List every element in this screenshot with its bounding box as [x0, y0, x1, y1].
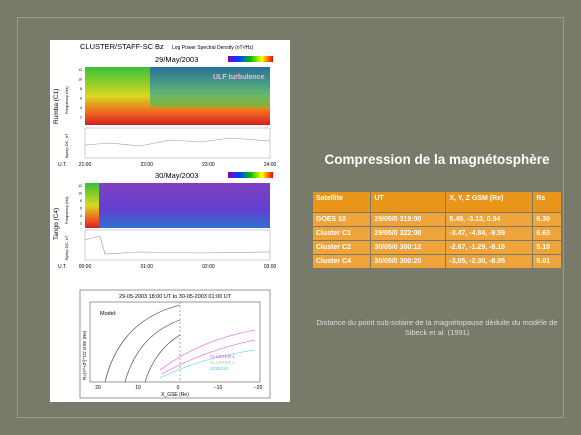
- caption: Distance du point sub-solaire de la magn…: [316, 318, 558, 337]
- x-label: X_GSE (Re): [161, 392, 189, 398]
- table-cell: GOES 10: [311, 212, 372, 227]
- panel2-satellite: Tango (C4): [53, 208, 60, 240]
- fig-header: CLUSTER/STAFF-SC: [80, 42, 154, 51]
- freq-tick-label: 8: [80, 87, 82, 91]
- colorbar: [228, 56, 273, 62]
- table-row: GOES 10 29/05/0 319:00 5.49, -3.13, 0.94 6.…: [311, 212, 562, 227]
- header-cell: X, Y, Z GSM (Re): [445, 191, 534, 213]
- header-cell: Satellite: [311, 191, 372, 213]
- header-cell: Rs: [532, 191, 562, 213]
- time-tick-label: 00:00: [79, 264, 92, 270]
- time-tick-label: 03:00: [264, 264, 277, 270]
- time-tick-label: 21:00: [79, 162, 92, 168]
- header-cell: UT: [370, 191, 447, 213]
- orbit-y-label: R=(Y²+Z²)^1/2 GSE (Re): [82, 330, 87, 380]
- table-cell: Cluster C2: [311, 240, 372, 255]
- table-cell: 6.63: [532, 226, 562, 241]
- ut-label: U.T.: [58, 264, 67, 270]
- freq-tick-label: 6: [80, 97, 82, 101]
- table-cell: 30/05/0 300:12: [370, 240, 447, 255]
- freq-tick-label: 4: [80, 214, 82, 218]
- table-cell: 29/05/0 322:00: [370, 226, 447, 241]
- panel2-date: 30/May/2003: [155, 171, 198, 180]
- time-tick-label: 02:00: [202, 264, 215, 270]
- panel1-satellite: Rumba (C1): [53, 89, 60, 124]
- model-label: Model:: [100, 311, 117, 317]
- ut-label: U.T.: [58, 162, 67, 168]
- legend-entry: GOES10: [210, 366, 229, 371]
- b-frame-2: [84, 229, 271, 261]
- x-tick-label: 20: [95, 385, 101, 391]
- colorbar: [228, 172, 273, 178]
- spectrogram-2: [85, 183, 270, 228]
- table-cell: 5.01: [532, 254, 562, 269]
- freq-label: Frequency (Hz): [64, 196, 69, 224]
- header-row: Satellite UT X, Y, Z GSM (Re) Rs: [311, 191, 562, 213]
- annotation: ULF turbulence: [213, 74, 264, 81]
- slide-title: Compression de la magnétosphère: [324, 152, 550, 167]
- b-label: Bperp DC, nT: [64, 235, 69, 260]
- freq-tick-label: 12: [78, 184, 82, 188]
- legend-entry: CLUSTER 3: [210, 360, 235, 365]
- table-cell: -3,05, -2.30, -8.05: [445, 254, 534, 269]
- table: Satellite UT X, Y, Z GSM (Re) Rs GOES 10 29/0…: [311, 191, 562, 269]
- orbit-title: 29-05-2003 18:00 UT to 30-05-2003 01:00 …: [119, 294, 232, 300]
- figure: CLUSTER/STAFF-SC Bz Log Power Spectral D…: [50, 40, 290, 402]
- table-cell: 29/05/0 319:00: [370, 212, 447, 227]
- x-tick-label: −20: [254, 385, 263, 391]
- b-label: Bperp DC, nT: [64, 133, 69, 158]
- fig-component: Bz: [155, 42, 164, 51]
- b-trace-2: [84, 235, 271, 255]
- time-tick-label: 01:00: [140, 264, 153, 270]
- legend-entry: CLUSTER 1: [210, 354, 235, 359]
- table-cell: 5.10: [532, 240, 562, 255]
- freq-label: Frequency (Hz): [64, 86, 69, 114]
- table-cell: Cluster C4: [311, 254, 372, 269]
- spectrogram-1-overlay: [150, 67, 270, 107]
- b-trace-1: [84, 137, 271, 147]
- colorbar-label: Log Power Spectral Density (nT²/Hz): [172, 45, 254, 51]
- table-cell: 5.49, -3.13, 0.94: [445, 212, 534, 227]
- freq-tick-label: 8: [80, 199, 82, 203]
- table-cell: -2.67, -1.29, -8.15: [445, 240, 534, 255]
- table-cell: 30/05/0 300:20: [370, 254, 447, 269]
- slide-frame: [17, 17, 564, 418]
- b-frame-1: [84, 127, 271, 159]
- freq-tick-label: 4: [80, 106, 82, 110]
- time-tick-label: 22:00: [140, 162, 153, 168]
- table-cell: Cluster C1: [311, 226, 372, 241]
- freq-tick-label: 2: [80, 116, 82, 120]
- orbit-axes: [89, 301, 261, 383]
- table-row: Cluster C4 30/05/0 300:20 -3,05, -2.30, -8…: [311, 254, 562, 269]
- freq-tick-label: 6: [80, 207, 82, 211]
- spectrogram-2-start: [85, 183, 99, 228]
- table-cell: -3.47, -4.84, -9.59: [445, 226, 534, 241]
- table-row: Cluster C2 30/05/0 300:12 -2.67, -1.29, -8…: [311, 240, 562, 255]
- model-curves: [104, 304, 181, 383]
- cluster-orbit: [159, 329, 256, 375]
- x-tick-label: 0: [177, 385, 180, 391]
- table-row: Cluster C1 29/05/0 322:00 -3.47, -4.84, -9…: [311, 226, 562, 241]
- freq-tick-label: 10: [78, 192, 82, 196]
- freq-tick-label: 10: [78, 78, 82, 82]
- table-cell: 6.30: [532, 212, 562, 227]
- x-tick-label: 10: [135, 385, 141, 391]
- x-tick-label: −10: [214, 385, 223, 391]
- time-tick-label: 24:00: [264, 162, 277, 168]
- freq-tick-label: 2: [80, 222, 82, 226]
- panel1-date: 29/May/2003: [155, 55, 198, 64]
- time-tick-label: 23:00: [202, 162, 215, 168]
- goes-orbit: [159, 349, 256, 379]
- freq-tick-label: 12: [78, 68, 82, 72]
